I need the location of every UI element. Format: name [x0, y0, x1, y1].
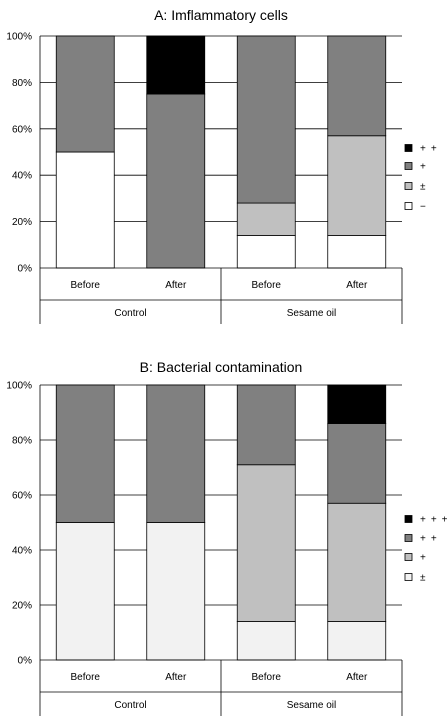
chart-0-group-label: Sesame oil	[287, 308, 336, 319]
chart-0-category-label: Before	[71, 280, 101, 291]
chart-0-bar-2-series-1	[236, 202, 296, 236]
chart-0-bar-0-series-0	[55, 151, 115, 269]
chart-0-ytick-label: 80%	[12, 78, 32, 89]
chart-1-bar-0-series-0	[55, 522, 115, 661]
chart-0-ytick-label: 0%	[18, 264, 33, 275]
chart-1-group-label: Control	[114, 700, 146, 711]
chart-1-legend-label: + +	[420, 534, 437, 545]
chart-1-ytick-label: 80%	[12, 436, 32, 447]
chart-0-bar-1-series-2	[146, 93, 206, 269]
chart-1-bar-2-series-1	[236, 464, 296, 622]
chart-1-bar-3-series-3	[327, 384, 387, 424]
chart-0-ytick-label: 20%	[12, 217, 32, 228]
chart-0-legend-swatch	[404, 182, 413, 190]
chart-0-bar-1-series-3	[146, 35, 206, 95]
chart-1-legend-swatch	[404, 515, 413, 523]
chart-1-bar-2-series-0	[236, 621, 296, 661]
chart-0-legend-label: +	[420, 162, 426, 173]
chart-0-bar-3-series-0	[327, 235, 387, 269]
chart-1-bar-2-series-2	[236, 384, 296, 466]
chart-1-category-label: Before	[71, 672, 101, 683]
chart-1-title: B: Bacterial contamination	[140, 359, 303, 375]
chart-0-ytick-label: 60%	[12, 124, 32, 135]
chart-0-bar-3-series-1	[327, 135, 387, 236]
chart-0-bar-3-series-2	[327, 35, 387, 137]
chart-0-title: A: Imflammatory cells	[154, 7, 288, 23]
chart-0-ytick-label: 40%	[12, 171, 32, 182]
chart-1-category-label: Before	[252, 672, 282, 683]
chart-1-bar-0-series-2	[55, 384, 115, 523]
chart-1-bar-3-series-2	[327, 423, 387, 504]
chart-1-category-label: After	[165, 672, 187, 683]
chart-0-category-label: After	[346, 280, 368, 291]
chart-0-legend-swatch	[404, 162, 413, 170]
chart-1-legend-swatch	[404, 534, 413, 542]
chart-0-bar-2-series-0	[236, 235, 296, 269]
chart-0-bar-2-series-2	[236, 35, 296, 204]
chart-1-legend-label: ±	[420, 573, 426, 584]
chart-1-bar-1-series-2	[146, 384, 206, 523]
chart-0-ytick-label: 100%	[6, 32, 32, 43]
chart-1-group-label: Sesame oil	[287, 700, 336, 711]
chart-0-legend-label: −	[420, 202, 426, 213]
chart-1-ytick-label: 40%	[12, 546, 32, 557]
chart-1-legend-label: + + +	[420, 515, 448, 526]
chart-0-category-label: After	[165, 280, 187, 291]
chart-1-bar-3-series-1	[327, 502, 387, 622]
chart-0-legend-swatch	[404, 144, 413, 152]
chart-0-legend-label: + +	[420, 144, 437, 155]
chart-1-bar-3-series-0	[327, 621, 387, 661]
chart-1-legend-label: +	[420, 553, 426, 564]
chart-0-legend-label: ±	[420, 182, 426, 193]
chart-1-ytick-label: 100%	[6, 381, 32, 392]
chart-0-legend-swatch	[404, 202, 413, 210]
chart-0-group-label: Control	[114, 308, 146, 319]
chart-1-legend-swatch	[404, 573, 413, 581]
chart-0-bar-0-series-2	[55, 35, 115, 153]
chart-1-ytick-label: 60%	[12, 491, 32, 502]
chart-1-category-label: After	[346, 672, 368, 683]
chart-1-ytick-label: 20%	[12, 601, 32, 612]
chart-0-category-label: Before	[252, 280, 282, 291]
chart-1-legend-swatch	[404, 553, 413, 561]
chart-1-bar-1-series-0	[146, 522, 206, 661]
chart-1-ytick-label: 0%	[18, 656, 33, 667]
